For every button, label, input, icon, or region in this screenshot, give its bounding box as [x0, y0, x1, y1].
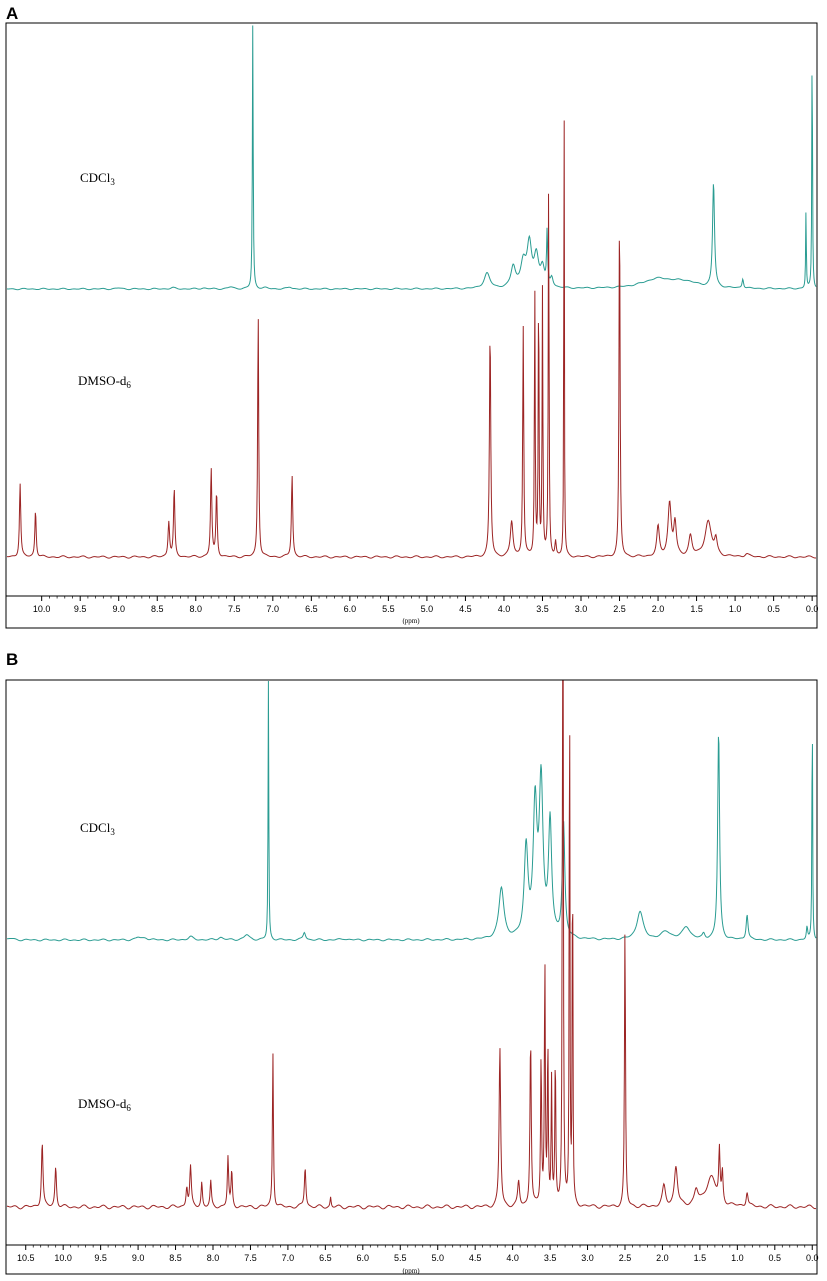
panel-label-a: A: [6, 4, 19, 23]
tick-label: 9.0: [132, 1253, 145, 1263]
tick-label: 3.5: [544, 1253, 557, 1263]
tick-label: 8.5: [151, 604, 164, 614]
tick-label: 8.0: [207, 1253, 220, 1263]
panel-b-spectra: [6, 680, 817, 1210]
tick-label: 1.5: [694, 1253, 707, 1263]
panel-a-dmso-label: DMSO-d6: [78, 373, 131, 390]
tick-label: 9.5: [94, 1253, 107, 1263]
tick-label: 10.5: [17, 1253, 35, 1263]
panel-b: 10.5 10.0 9.5 9.0 8.5 8.0 7.5 7.0 6.5 6.0 5.5 5.0 4.…: [5, 679, 819, 1275]
spectrum-b-cdcl3: [6, 680, 817, 942]
spectrum-a-dmso-d6: [6, 120, 817, 559]
tick-label: 0.0: [806, 1253, 819, 1263]
tick-label: 0.5: [769, 1253, 782, 1263]
tick-label: 5.0: [421, 604, 434, 614]
tick-label: 6.5: [305, 604, 318, 614]
tick-label: 1.0: [729, 604, 742, 614]
panel-a-axis-unit: (ppm): [402, 617, 420, 625]
tick-label: 2.0: [656, 1253, 669, 1263]
tick-label: 10.0: [33, 604, 51, 614]
tick-label: 4.5: [459, 604, 472, 614]
panel-b-cdcl3-label: CDCl3: [80, 820, 115, 837]
tick-label: 1.0: [731, 1253, 744, 1263]
panel-a: 10.0 9.5 9.0 8.5 8.0 7.5 7.0 6.5 6.0 5.5 5.0 4.5 4.0…: [5, 22, 818, 629]
tick-label: 3.0: [575, 604, 588, 614]
panel-b-ticks: 10.5 10.0 9.5 9.0 8.5 8.0 7.5 7.0 6.5 6.0 5.5 5.0 4.…: [17, 1245, 819, 1263]
tick-label: 0.5: [767, 604, 780, 614]
tick-label: 2.5: [613, 604, 626, 614]
tick-label: 6.0: [344, 604, 357, 614]
tick-label: 4.0: [498, 604, 511, 614]
panel-a-cdcl3-label: CDCl3: [80, 170, 115, 187]
tick-label: 9.0: [112, 604, 125, 614]
tick-label: 5.0: [431, 1253, 444, 1263]
tick-label: 1.5: [690, 604, 703, 614]
tick-label: 4.5: [469, 1253, 482, 1263]
tick-label: 6.5: [319, 1253, 332, 1263]
tick-label: 8.0: [190, 604, 203, 614]
panel-b-dmso-label: DMSO-d6: [78, 1096, 131, 1113]
tick-label: 10.0: [54, 1253, 72, 1263]
tick-label: 7.0: [267, 604, 280, 614]
tick-label: 0.0: [806, 604, 819, 614]
panel-label-b: B: [6, 650, 19, 669]
tick-label: 5.5: [382, 604, 395, 614]
tick-label: 4.0: [506, 1253, 519, 1263]
tick-label: 3.5: [536, 604, 549, 614]
panel-b-axis-unit: (ppm): [402, 1267, 420, 1275]
panel-a-frame: [5, 22, 818, 629]
spectrum-a-cdcl3: [6, 25, 817, 291]
tick-label: 9.5: [74, 604, 87, 614]
tick-label: 7.5: [244, 1253, 257, 1263]
tick-label: 6.0: [357, 1253, 370, 1263]
panel-a-ticks: 10.0 9.5 9.0 8.5 8.0 7.5 7.0 6.5 6.0 5.5 5.0 4.5 4.0…: [33, 596, 818, 614]
tick-label: 3.0: [581, 1253, 594, 1263]
tick-label: 7.5: [228, 604, 241, 614]
tick-label: 2.5: [619, 1253, 632, 1263]
panel-b-frame: [5, 679, 818, 1275]
tick-label: 7.0: [282, 1253, 295, 1263]
spectrum-b-dmso-d6: [6, 680, 817, 1210]
tick-label: 5.5: [394, 1253, 407, 1263]
tick-label: 8.5: [169, 1253, 182, 1263]
panel-a-spectra: [6, 25, 817, 559]
tick-label: 2.0: [652, 604, 665, 614]
